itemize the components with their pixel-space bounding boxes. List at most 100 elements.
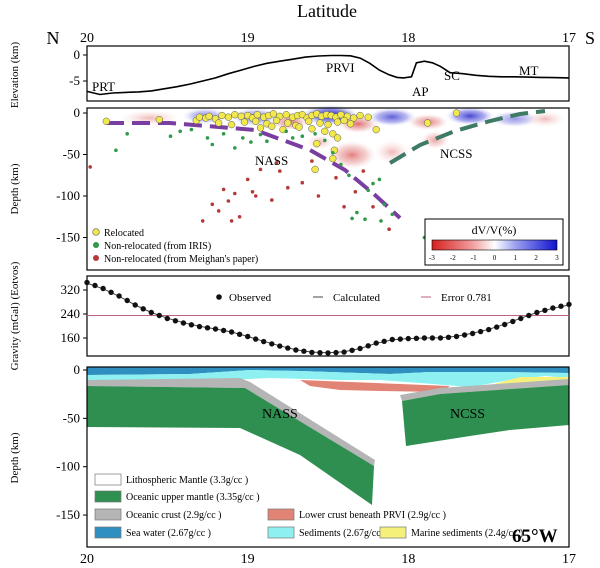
earthquake-relocated [333, 134, 342, 142]
observed-gravity-point [469, 330, 476, 337]
elevation-panel: 0 -5 Elevation (km) PRT PRVI AP SC MT [9, 42, 570, 109]
colorbar-tick-label: 1 [514, 254, 518, 262]
observed-gravity-point [518, 315, 524, 322]
gravity-ylabel: Gravity (mGal) (Eotvos) [9, 261, 21, 370]
bottom-latitude-tick-labels: 20 19 18 17 [80, 552, 576, 567]
observed-gravity-point [381, 338, 387, 344]
lower-crust-prvi [300, 380, 450, 392]
earthquake-iris [241, 136, 245, 140]
earthquake-relocated [218, 111, 226, 120]
observed-gravity-point [421, 335, 428, 341]
y-tick-label: -100 [56, 459, 80, 474]
ncss-oceanic-mantle [402, 385, 569, 446]
earthquake-iris [379, 219, 383, 223]
earthquake-meighan [237, 215, 242, 219]
observed-gravity-point [204, 325, 211, 331]
earthquake-iris [355, 210, 359, 215]
colorbar-tick-label: 3 [555, 254, 559, 262]
earthquake-meighan [253, 194, 258, 198]
earthquake-meighan [233, 191, 237, 196]
earthquake-relocated [452, 109, 461, 117]
earthquake-relocated [308, 125, 316, 133]
observed-gravity-point [397, 336, 403, 342]
earthquake-iris [377, 177, 382, 182]
y-tick-label: -100 [56, 188, 80, 203]
earthquake-relocated [356, 111, 364, 120]
density-legend: Lithospheric Mantle (3.3g/cc ) Oceanic up… [94, 473, 523, 539]
observed-gravity-point [172, 318, 179, 324]
y-tick-label: 0 [74, 105, 81, 120]
velocity-anomaly-blob [328, 141, 376, 169]
observed-gravity-point [132, 302, 138, 308]
label-ncss: NCSS [440, 146, 473, 161]
observed-gravity-point [301, 348, 307, 354]
density-y-ticks: 0 -50 -100 -150 [56, 362, 87, 522]
legend-swatch [267, 508, 295, 521]
observed-gravity-point [277, 343, 283, 349]
y-tick-label: 160 [61, 330, 81, 345]
observed-gravity-point [405, 335, 411, 342]
observed-gravity-point [212, 326, 219, 332]
observed-gravity-point [245, 333, 251, 340]
observed-gravity-point [220, 327, 227, 334]
earthquake-iris [258, 132, 263, 137]
earthquake-iris [114, 148, 118, 153]
observed-gravity-point [341, 349, 347, 355]
observed-gravity-point [317, 350, 323, 356]
colorbar-gradient [431, 239, 558, 251]
observed-gravity-point [526, 312, 532, 319]
earthquake-meighan [210, 202, 215, 207]
colorbar-title: dV/V(%) [472, 223, 517, 237]
earthquake-relocated [205, 112, 213, 120]
earthquake-iris [221, 132, 226, 136]
earthquake-relocated [305, 117, 313, 125]
earthquake-iris [350, 216, 354, 221]
colorbar: dV/V(%) -3 -2 -1 0 1 2 3 [424, 218, 564, 266]
earthquake-relocated [227, 120, 236, 129]
legend-label: Sea water (2.67g/cc ) [126, 528, 211, 539]
label-model-nass: NASS [262, 407, 298, 422]
earthquake-iris [205, 136, 210, 140]
observed-gravity-point [269, 341, 275, 347]
earthquake-relocated [364, 113, 372, 121]
observed-gravity-point [228, 329, 235, 335]
legend-swatch [94, 526, 122, 539]
elevation-y-ticks: 0 -5 [69, 47, 87, 88]
observed-gravity-point [437, 335, 444, 341]
earthquake-relocated [268, 122, 276, 130]
earthquake-meighan [334, 175, 338, 180]
y-tick-label: 0 [74, 47, 81, 62]
earthquake-iris [371, 181, 375, 186]
y-tick-label: -5 [69, 73, 80, 88]
elevation-ylabel: Elevation (km) [9, 42, 21, 109]
observed-gravity-point [349, 347, 355, 353]
legend-swatch [94, 490, 122, 503]
density-frame [86, 366, 570, 548]
earthquake-iris [178, 129, 182, 134]
observed-gravity-point [108, 289, 114, 295]
earthquake-iris [382, 202, 387, 207]
earthquake-meighan [270, 198, 274, 202]
observed-gravity-point [365, 343, 371, 349]
earthquake-meighan [342, 205, 346, 209]
observed-gravity-point [453, 333, 460, 340]
earthquake-relocated [155, 115, 163, 124]
earthquake-relocated [240, 118, 249, 126]
earthquake-meighan [286, 185, 290, 190]
earthquake-relocated [423, 119, 432, 127]
earthquake-relocated [313, 140, 321, 148]
legend-label: Lithospheric Mantle (3.3g/cc ) [126, 475, 248, 486]
legend-label: Sediments (2.67g/cc ) [299, 528, 386, 539]
observed-gravity-point [148, 309, 154, 316]
gravity-y-ticks: 320 240 160 [61, 282, 87, 345]
legend-swatch [94, 508, 122, 521]
latitude-tick-label: 18 [401, 31, 415, 46]
earthquake-relocated [269, 110, 278, 118]
earthquake-iris [339, 162, 343, 167]
earthquake-relocated [195, 113, 204, 121]
top-latitude-tick-labels: 20 19 18 17 [80, 31, 576, 46]
earthquake-meighan [229, 219, 234, 223]
earthquake-meighan [274, 161, 279, 165]
earthquake-meighan [387, 227, 391, 231]
earthquake-meighan [88, 165, 92, 169]
